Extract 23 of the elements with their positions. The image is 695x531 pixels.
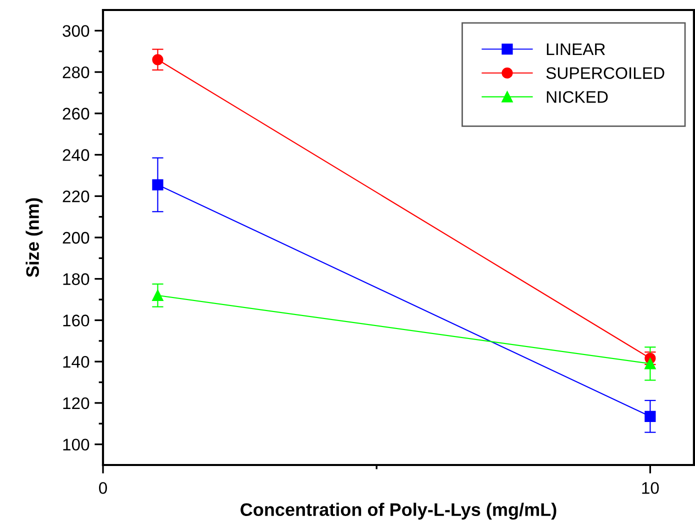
- point: [644, 410, 656, 422]
- y-tick-label: 280: [62, 66, 90, 78]
- point: [152, 290, 164, 301]
- point: [152, 54, 164, 66]
- y-tick-label: 180: [63, 273, 90, 286]
- point: [644, 358, 656, 370]
- x-tick-label: 0: [99, 482, 107, 494]
- y-tick-label: 160: [63, 314, 90, 326]
- y-tick-label: 140: [63, 356, 90, 368]
- legend-label: NICKED: [546, 91, 608, 103]
- y-tick-label: 100: [63, 438, 90, 451]
- y-tick-label: 300: [62, 25, 90, 37]
- legend-label: LINEAR: [546, 43, 605, 55]
- point: [152, 179, 164, 190]
- y-tick-label: 120: [63, 397, 90, 410]
- y-tick-label: 260: [62, 108, 90, 120]
- y-axis-title: Size (nm): [26, 198, 43, 278]
- y-tick-label: 220: [62, 190, 90, 202]
- y-tick-label: 240: [62, 149, 90, 161]
- y-tick-label: 200: [62, 232, 90, 244]
- legend-label: SUPERCOILED: [546, 67, 664, 79]
- x-axis-title: Concentration of Poly-L-Lys (mg/mL): [240, 502, 556, 520]
- x-tick-label: 10: [642, 482, 659, 494]
